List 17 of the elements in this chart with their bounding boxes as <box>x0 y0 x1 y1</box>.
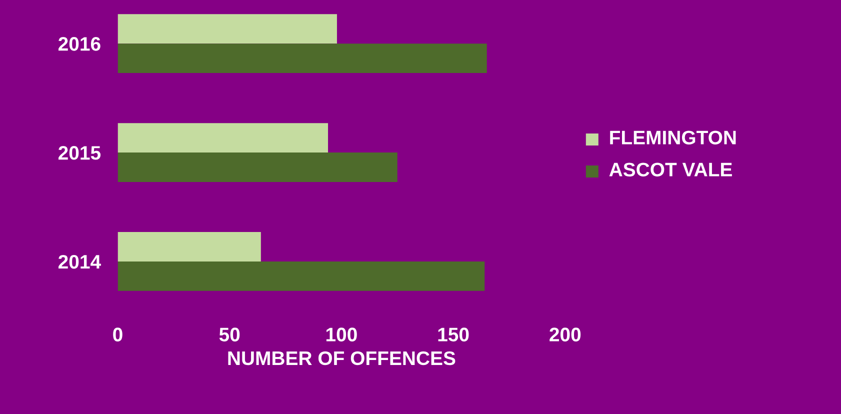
bar <box>118 44 487 73</box>
y-tick-label: 2015 <box>58 146 101 160</box>
bar <box>118 261 485 291</box>
x-tick-label: 200 <box>550 328 581 342</box>
y-tick-label: 2014 <box>58 254 101 269</box>
bar <box>118 152 398 182</box>
legend-label: FLEMINGTON <box>610 130 736 144</box>
y-tick-label: 2016 <box>58 37 100 51</box>
bar <box>118 123 328 153</box>
x-tick-label: 0 <box>113 328 122 342</box>
legend-label: ASCOT VALE <box>609 162 732 176</box>
x-tick-label: 100 <box>326 328 357 342</box>
bar <box>118 14 337 44</box>
bar <box>118 232 261 262</box>
x-axis-title: NUMBER OF OFFENCES <box>228 351 456 366</box>
x-tick-label: 150 <box>438 328 469 342</box>
x-tick-label: 50 <box>219 328 240 342</box>
